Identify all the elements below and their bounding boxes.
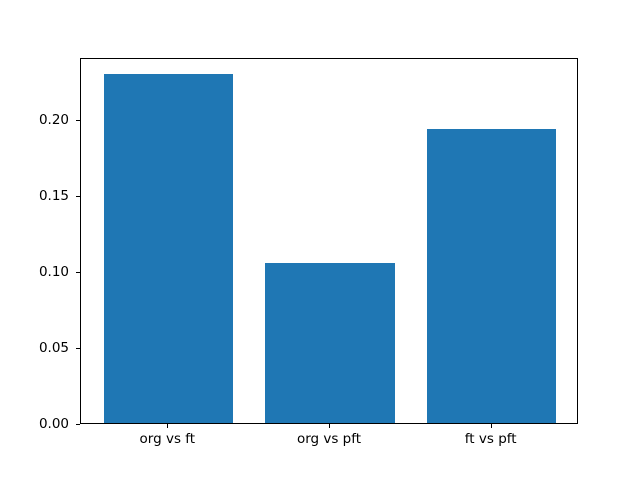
x-tick-mark (167, 424, 169, 428)
y-tick-mark (76, 347, 80, 349)
y-tick-label: 0.10 (38, 263, 69, 280)
x-tick-mark (490, 424, 492, 428)
plot-area (80, 58, 578, 424)
x-tick-label: org vs pft (296, 431, 362, 447)
y-tick-label: 0.20 (38, 111, 69, 128)
x-tick-label: org vs ft (139, 431, 196, 447)
x-tick-label: ft vs pft (464, 431, 517, 447)
bar-org-vs-ft (103, 74, 233, 423)
y-tick-label: 0.05 (38, 339, 69, 356)
y-tick-mark (76, 195, 80, 197)
bar-org-vs-pft (265, 263, 395, 423)
y-tick-mark (76, 424, 80, 425)
y-tick-label: 0.00 (38, 416, 69, 432)
bar-ft-vs-pft (427, 129, 557, 423)
y-tick-label: 0.15 (38, 187, 69, 204)
x-tick-mark (329, 424, 330, 428)
y-tick-mark (76, 271, 80, 273)
y-tick-mark (76, 119, 80, 121)
